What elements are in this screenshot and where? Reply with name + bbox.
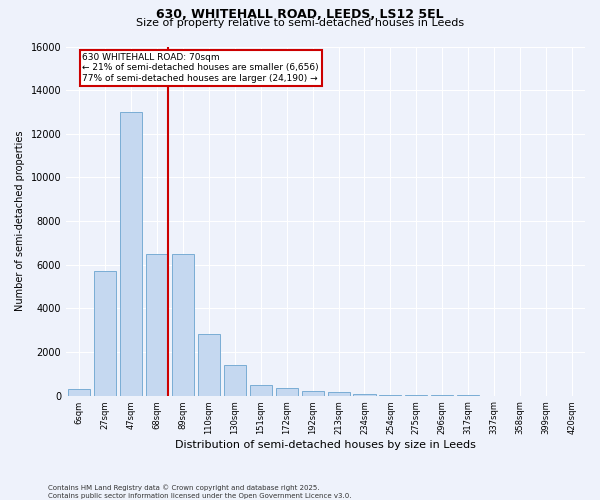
X-axis label: Distribution of semi-detached houses by size in Leeds: Distribution of semi-detached houses by … xyxy=(175,440,476,450)
Text: 630 WHITEHALL ROAD: 70sqm
← 21% of semi-detached houses are smaller (6,656)
77% : 630 WHITEHALL ROAD: 70sqm ← 21% of semi-… xyxy=(82,53,319,83)
Bar xyxy=(94,271,116,396)
Bar xyxy=(379,395,401,396)
Bar xyxy=(146,254,168,396)
Text: Contains HM Land Registry data © Crown copyright and database right 2025.: Contains HM Land Registry data © Crown c… xyxy=(48,484,320,491)
Bar xyxy=(328,392,350,396)
Bar xyxy=(224,365,246,396)
Bar xyxy=(172,254,194,396)
Text: Contains public sector information licensed under the Open Government Licence v3: Contains public sector information licen… xyxy=(48,493,352,499)
Text: Size of property relative to semi-detached houses in Leeds: Size of property relative to semi-detach… xyxy=(136,18,464,28)
Y-axis label: Number of semi-detached properties: Number of semi-detached properties xyxy=(15,131,25,312)
Bar xyxy=(275,388,298,396)
Bar xyxy=(250,384,272,396)
Bar xyxy=(353,394,376,396)
Bar xyxy=(302,391,323,396)
Text: 630, WHITEHALL ROAD, LEEDS, LS12 5EL: 630, WHITEHALL ROAD, LEEDS, LS12 5EL xyxy=(156,8,444,20)
Bar xyxy=(120,112,142,396)
Bar xyxy=(198,334,220,396)
Bar xyxy=(68,389,90,396)
